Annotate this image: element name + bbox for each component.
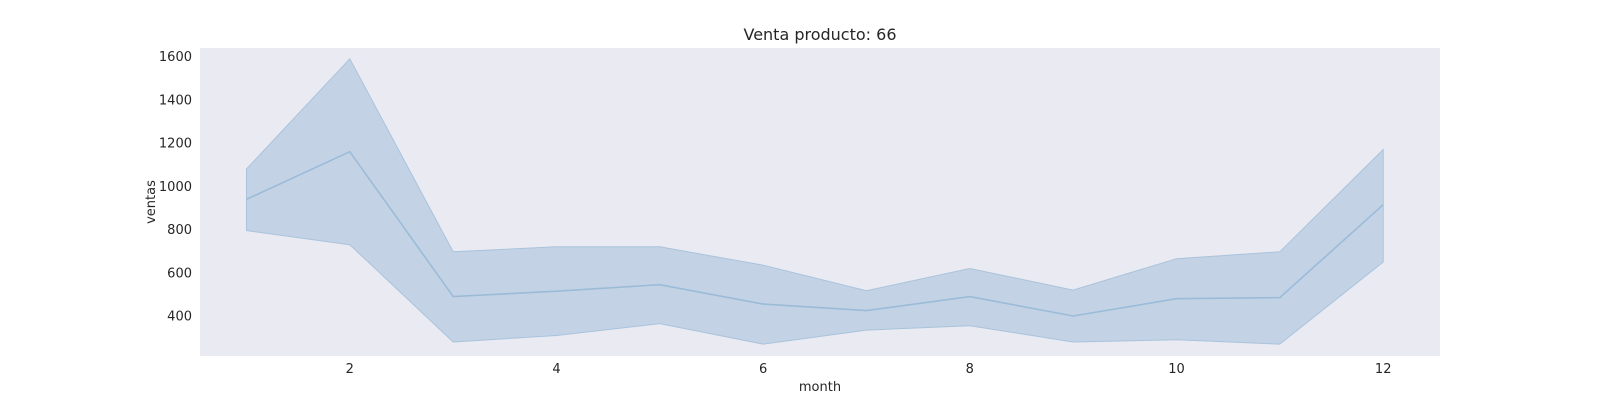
x-axis-ticks: 2 4 6 8 10 12 — [346, 362, 1392, 377]
chart-title: Venta producto: 66 — [743, 25, 896, 44]
y-tick-label: 1200 — [159, 137, 192, 152]
y-tick-label: 600 — [167, 266, 192, 281]
data-point — [967, 294, 973, 300]
data-point — [244, 196, 250, 202]
x-axis-label: month — [799, 380, 841, 395]
y-axis-ticks: 400 600 800 1000 1200 1400 1600 — [159, 50, 192, 324]
data-point — [1380, 202, 1386, 208]
confidence-band — [246, 57, 1384, 345]
data-point — [657, 282, 663, 288]
y-tick-label: 1600 — [159, 50, 192, 65]
data-point — [554, 288, 560, 294]
x-tick-label: 12 — [1375, 362, 1392, 377]
x-tick-label: 2 — [346, 362, 354, 377]
data-point — [1174, 296, 1180, 302]
data-point — [760, 301, 766, 307]
confidence-band-layer — [246, 57, 1384, 345]
x-tick-label: 10 — [1168, 362, 1185, 377]
data-point — [1070, 313, 1076, 319]
data-point — [450, 294, 456, 300]
line-layer — [244, 149, 1386, 319]
series-line — [246, 150, 1384, 317]
y-axis-label: ventas — [144, 180, 159, 224]
y-tick-label: 1000 — [159, 180, 192, 195]
data-point — [347, 149, 353, 155]
y-tick-label: 800 — [167, 223, 192, 238]
x-tick-label: 8 — [966, 362, 974, 377]
y-tick-label: 1400 — [159, 93, 192, 108]
y-tick-label: 400 — [167, 310, 192, 325]
x-tick-label: 4 — [552, 362, 560, 377]
data-point — [1277, 295, 1283, 301]
data-point — [864, 308, 870, 314]
x-tick-label: 6 — [759, 362, 767, 377]
